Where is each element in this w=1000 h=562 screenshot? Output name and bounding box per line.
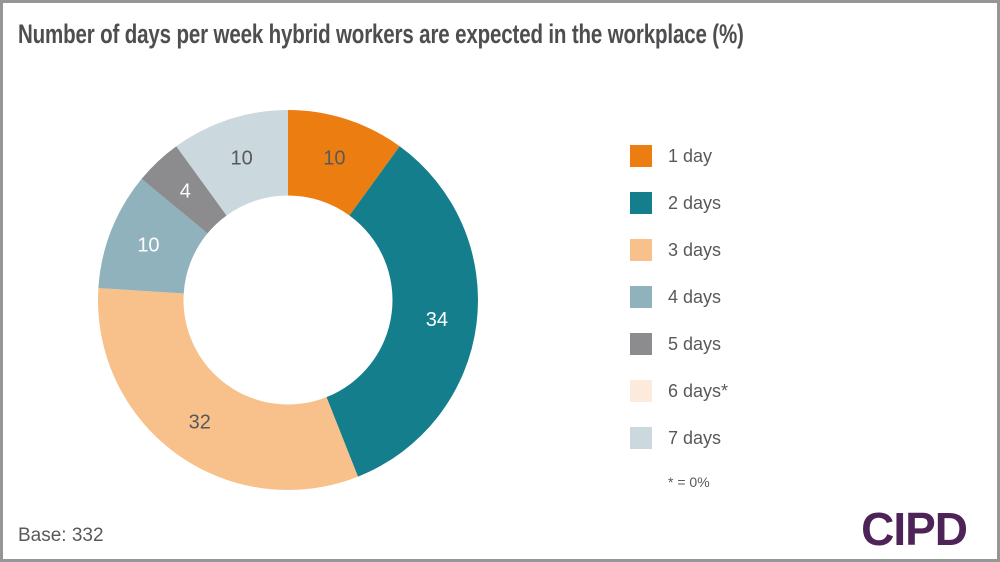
- legend-label: 4 days: [668, 286, 722, 307]
- legend-item-7-days: 7 days: [630, 427, 728, 449]
- donut-slice-3-days: [97, 288, 358, 491]
- chart-title: Number of days per week hybrid workers a…: [18, 19, 744, 49]
- slice-value-label: 10: [230, 147, 252, 169]
- legend: 1 day 2 days 3 days 4 days 5 days 6 days* 7 da…: [630, 145, 728, 474]
- cipd-logo: CIPD: [861, 503, 968, 556]
- legend-swatch: [630, 192, 652, 214]
- legend-item-5-days: 5 days: [630, 333, 728, 355]
- legend-item-2-days: 2 days: [630, 192, 728, 214]
- slice-value-label: 4: [180, 181, 191, 203]
- slice-value-label: 34: [426, 309, 448, 331]
- donut-slice-5-days: [141, 146, 227, 234]
- legend-label: 7 days: [668, 427, 722, 448]
- legend-swatch: [630, 286, 652, 308]
- legend-label: 2 days: [668, 192, 722, 213]
- legend-item-1-day: 1 day: [630, 145, 728, 167]
- slice-value-label: 32: [189, 411, 211, 433]
- donut-slice-2-days: [326, 146, 478, 477]
- legend-label: 3 days: [668, 239, 722, 260]
- legend-label: 1 day: [668, 145, 713, 166]
- legend-item-3-days: 3 days: [630, 239, 728, 261]
- legend-swatch: [630, 427, 652, 449]
- legend-label: 6 days*: [668, 380, 729, 401]
- legend-item-4-days: 4 days: [630, 286, 728, 308]
- donut-chart: 10 34 32 10 4 10: [97, 110, 478, 491]
- legend-swatch: [630, 333, 652, 355]
- legend-item-6-days: 6 days*: [630, 380, 728, 402]
- slice-value-label: 10: [137, 235, 159, 257]
- donut-slice-1-day: [288, 110, 400, 216]
- legend-swatch: [630, 145, 652, 167]
- legend-swatch: [630, 239, 652, 261]
- slice-value-label: 10: [323, 147, 345, 169]
- legend-footnote: * = 0%: [668, 474, 710, 490]
- donut-slice-4-days: [98, 178, 208, 294]
- donut-slice-7-days: [176, 110, 288, 216]
- base-label: Base: 332: [18, 525, 104, 546]
- legend-swatch: [630, 380, 652, 402]
- legend-label: 5 days: [668, 333, 722, 354]
